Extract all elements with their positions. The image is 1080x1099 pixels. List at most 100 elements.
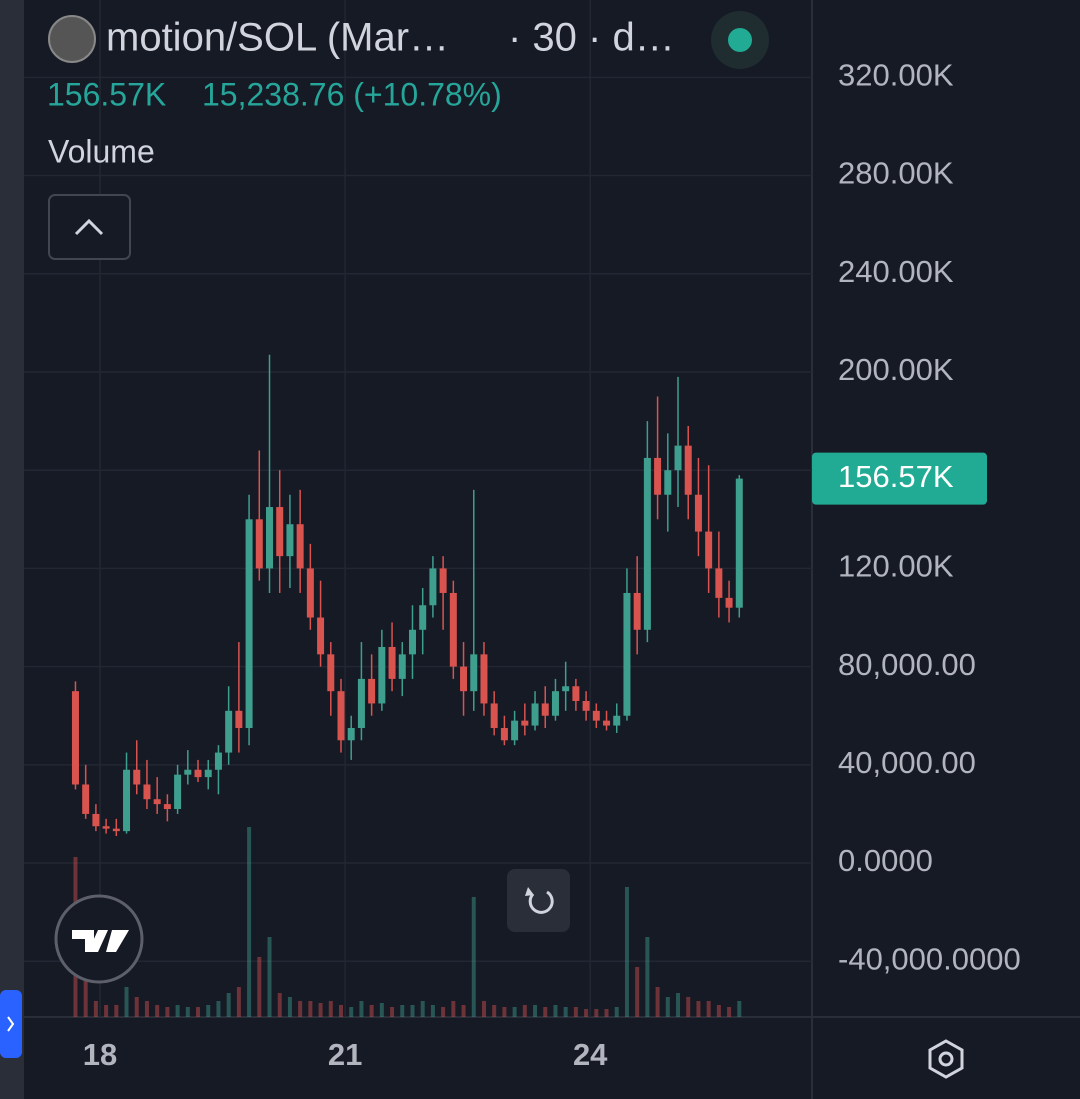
candle-body [398, 654, 406, 679]
volume-bar [104, 1005, 109, 1017]
candle-body [531, 703, 539, 726]
candle-body [133, 769, 141, 785]
y-tick-label: 280.00K [838, 156, 954, 191]
volume-bar [502, 1007, 507, 1017]
header-change: 15,238.76 (+10.78%) [202, 76, 502, 112]
candle-body [643, 457, 651, 630]
volume-bar [624, 887, 629, 1017]
volume-bar [420, 1001, 425, 1017]
volume-bar [727, 1007, 732, 1017]
y-tick-label: -40,000.0000 [838, 941, 1021, 976]
candle-body [572, 686, 580, 701]
candle-body [235, 710, 243, 729]
volume-bar [144, 1001, 149, 1017]
candle-body [296, 524, 304, 569]
candle-body [715, 568, 723, 598]
candle-body [112, 828, 120, 832]
volume-bar [584, 1009, 589, 1017]
volume-bar [543, 1007, 548, 1017]
candle-body [429, 568, 437, 606]
candle-body [694, 494, 702, 532]
volume-bar [338, 1005, 343, 1017]
side-tab[interactable] [0, 990, 22, 1058]
candle-body [705, 531, 713, 569]
candle-body [102, 826, 110, 829]
candle-body [674, 445, 682, 471]
volume-bar [134, 997, 139, 1017]
volume-bar [390, 1007, 395, 1017]
volume-bar [318, 1003, 323, 1017]
candle-body [511, 720, 519, 741]
candle-body [378, 646, 386, 704]
volume-bar [430, 1005, 435, 1017]
avatar[interactable] [48, 15, 96, 63]
candle-body [245, 519, 253, 729]
candle-body [276, 507, 284, 557]
candle-body [439, 568, 447, 593]
volume-bar [400, 1005, 405, 1017]
volume-bar [645, 937, 650, 1017]
candle-body [449, 592, 457, 667]
settings-icon[interactable] [928, 1039, 964, 1079]
collapse-icon [74, 218, 104, 236]
last-price-label: 156.57K [838, 459, 954, 494]
volume-bar [676, 993, 681, 1017]
candle-body [500, 728, 508, 741]
candle-body [419, 605, 427, 630]
x-tick-label: 21 [328, 1037, 362, 1072]
volume-bar [512, 1007, 517, 1017]
volume-bar [236, 987, 241, 1017]
candle-body [654, 457, 662, 495]
candle-body [214, 752, 222, 770]
candle-body [163, 804, 171, 810]
volume-bar [594, 1009, 599, 1017]
volume-bar [298, 1001, 303, 1017]
volume-bar [451, 1001, 456, 1017]
volume-bar [247, 827, 252, 1017]
candle-body [460, 666, 468, 692]
y-tick-label: 0.0000 [838, 843, 933, 878]
candle-body [357, 678, 365, 729]
candle-body [613, 715, 621, 726]
candle-body [490, 703, 498, 729]
volume-bar [563, 1007, 568, 1017]
candle-body [541, 703, 549, 716]
candle-body [225, 710, 233, 753]
reset-button[interactable] [507, 869, 570, 932]
volume-bar [441, 1007, 446, 1017]
volume-bar [216, 1001, 221, 1017]
settings-dot [938, 1051, 954, 1067]
volume-bar [359, 1001, 364, 1017]
volume-bar [349, 1007, 354, 1017]
y-tick-label: 40,000.00 [838, 745, 976, 780]
volume-bar [492, 1005, 497, 1017]
volume-bar [522, 1005, 527, 1017]
candle-body [143, 784, 151, 800]
volume-bar [226, 993, 231, 1017]
candle-body [582, 700, 590, 711]
volume-bar [369, 1005, 374, 1017]
candle-body [603, 720, 611, 726]
candle-body [266, 507, 274, 569]
collapse-button[interactable] [48, 194, 131, 260]
indicator-label: Volume [48, 133, 155, 169]
candle-body [194, 769, 202, 778]
candle-body [408, 629, 416, 655]
x-tick-label: 18 [83, 1037, 117, 1072]
volume-bar [185, 1007, 190, 1017]
candle-body [725, 597, 733, 608]
last-price-box [812, 452, 987, 505]
y-tick-label: 320.00K [838, 58, 954, 93]
candle-body [123, 769, 131, 832]
volume-bar [737, 1001, 742, 1017]
candle-body [480, 654, 488, 704]
volume-bar [410, 1005, 415, 1017]
volume-bar [533, 1005, 538, 1017]
candle-body [684, 445, 692, 495]
side-tab-icon [7, 1016, 15, 1032]
candle-body [347, 728, 355, 741]
interval: · 30 · d… [508, 16, 675, 60]
candle-body [735, 478, 743, 608]
volume-bar [604, 1009, 609, 1017]
